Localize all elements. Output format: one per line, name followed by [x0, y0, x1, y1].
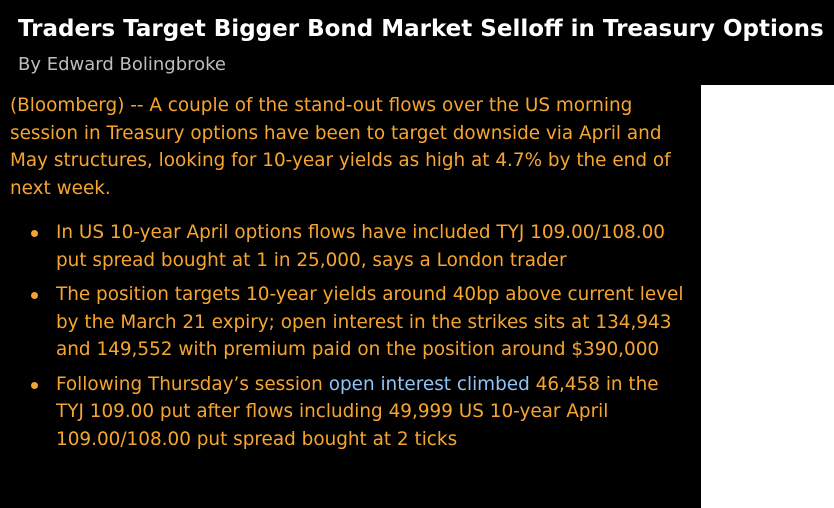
list-item: Following Thursday’s session open intere… [0, 371, 701, 454]
headline: Traders Target Bigger Bond Market Sellof… [18, 16, 824, 42]
blank-side-panel [701, 85, 834, 508]
article-header: Traders Target Bigger Bond Market Sellof… [0, 0, 834, 85]
bullet-text: The position targets 10-year yields arou… [56, 284, 684, 360]
list-item: In US 10-year April options flows have i… [0, 219, 701, 274]
byline: By Edward Bolingbroke [18, 54, 227, 75]
bullet-dot-icon [31, 381, 38, 389]
bullet-text-before-link: Following Thursday’s session [56, 373, 323, 395]
bullet-list: In US 10-year April options flows have i… [0, 219, 701, 460]
bullet-dot-icon [31, 230, 38, 237]
bullet-text-after-link: 46,458 in the TYJ 109.00 put after flows… [56, 373, 659, 450]
list-item: The position targets 10-year yields arou… [0, 281, 701, 364]
lede-paragraph: (Bloomberg) -- A couple of the stand-out… [10, 95, 671, 199]
open-interest-link[interactable]: open interest climbed [328, 373, 530, 395]
article-body: (Bloomberg) -- A couple of the stand-out… [0, 85, 701, 508]
bullet-dot-icon [31, 292, 38, 299]
bullet-text: In US 10-year April options flows have i… [56, 222, 666, 271]
